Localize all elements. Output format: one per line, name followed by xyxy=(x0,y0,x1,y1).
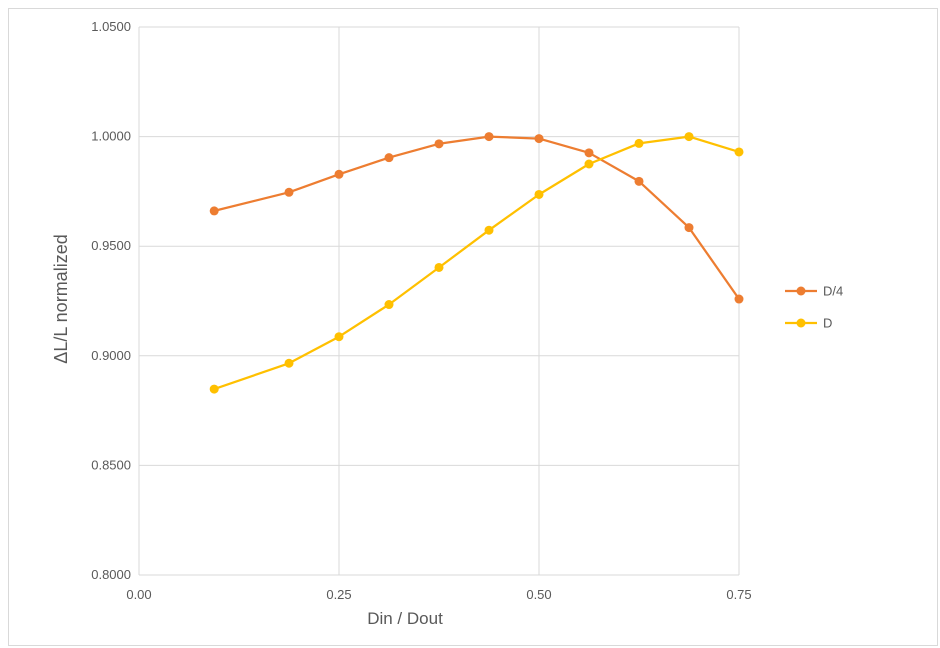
x-tick-label: 0.25 xyxy=(326,587,351,602)
y-tick-label: 0.8500 xyxy=(91,457,131,472)
legend-item: D/4 xyxy=(785,284,843,299)
data-point xyxy=(384,153,394,163)
data-point xyxy=(384,300,394,310)
data-point xyxy=(534,134,544,144)
grid xyxy=(138,26,740,576)
chart-area: 0.8000 0.8500 0.9000 0.9500 1.0000 1.0500 0.0… xyxy=(8,8,938,646)
legend-item: D xyxy=(785,316,832,331)
legend-label: D/4 xyxy=(823,284,843,299)
data-point xyxy=(209,206,219,216)
legend-label: D xyxy=(823,316,832,331)
data-point xyxy=(734,294,744,304)
series-layer xyxy=(209,132,744,394)
x-tick-label: 0.00 xyxy=(126,587,151,602)
legend-swatch-marker xyxy=(796,318,806,328)
data-point xyxy=(584,148,594,158)
data-point xyxy=(634,176,644,186)
x-axis-title: Din / Dout xyxy=(367,609,443,628)
line-chart: 0.8000 0.8500 0.9000 0.9500 1.0000 1.0500 0.0… xyxy=(51,19,843,628)
legend-swatch-marker xyxy=(796,286,806,296)
data-point xyxy=(684,223,694,233)
y-tick-labels: 0.8000 0.8500 0.9000 0.9500 1.0000 1.0500 xyxy=(91,19,131,582)
data-point xyxy=(434,139,444,149)
series-line xyxy=(213,135,740,300)
series-0 xyxy=(209,132,744,304)
data-point xyxy=(734,147,744,157)
data-point xyxy=(209,384,219,394)
data-point xyxy=(534,189,544,199)
y-tick-label: 0.9500 xyxy=(91,238,131,253)
legend: D/4 D xyxy=(785,284,843,331)
y-tick-label: 0.9000 xyxy=(91,348,131,363)
y-tick-label: 1.0500 xyxy=(91,19,131,34)
x-tick-labels: 0.00 0.25 0.50 0.75 xyxy=(126,587,751,602)
data-point xyxy=(484,132,494,142)
x-tick-label: 0.50 xyxy=(526,587,551,602)
data-point xyxy=(334,332,344,342)
data-point xyxy=(584,159,594,169)
data-point xyxy=(484,225,494,235)
data-point xyxy=(334,169,344,179)
data-point xyxy=(634,138,644,148)
series-1 xyxy=(209,132,744,394)
y-tick-label: 1.0000 xyxy=(91,129,131,144)
x-tick-label: 0.75 xyxy=(726,587,751,602)
data-point xyxy=(284,358,294,368)
series-line xyxy=(213,135,740,391)
data-point xyxy=(434,262,444,272)
data-point xyxy=(684,132,694,142)
data-point xyxy=(284,187,294,197)
y-axis-title: ΔL/L normalized xyxy=(51,234,71,363)
y-tick-label: 0.8000 xyxy=(91,567,131,582)
